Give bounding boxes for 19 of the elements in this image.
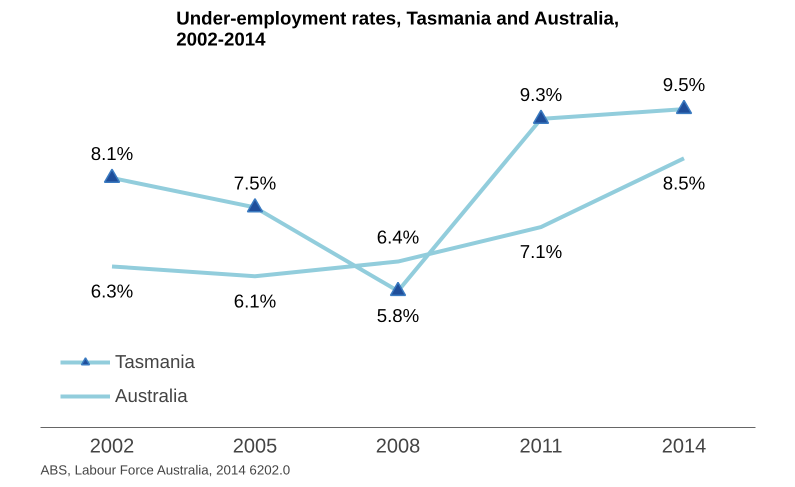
data-label: 8.5%	[662, 172, 706, 194]
x-tick-label: 2014	[662, 436, 706, 458]
data-label: 7.5%	[234, 172, 276, 194]
legend-label: Australia	[115, 385, 188, 407]
x-tick-label: 2008	[376, 436, 420, 458]
text: ABS, Labour Force Australia, 2014 6202.0	[40, 462, 290, 478]
data-label: 6.4%	[376, 226, 420, 248]
data-label: 9.5%	[662, 74, 706, 96]
x-tick-label: 2005	[232, 436, 278, 458]
chart-title: Under-employment rates, Tasmania and Australia, 2002-2014	[176, 8, 620, 50]
x-tick-label: 2002	[90, 436, 134, 458]
data-label: 6.1%	[234, 290, 276, 312]
data-label: 5.8%	[376, 305, 420, 326]
legend-label: Tasmania	[115, 351, 195, 373]
data-label: 6.3%	[90, 280, 134, 302]
data-label: 8.1%	[90, 142, 134, 164]
x-tick-label: 2011	[519, 436, 563, 458]
data-label: 7.1%	[520, 241, 562, 262]
data-label: 9.3%	[520, 84, 562, 105]
